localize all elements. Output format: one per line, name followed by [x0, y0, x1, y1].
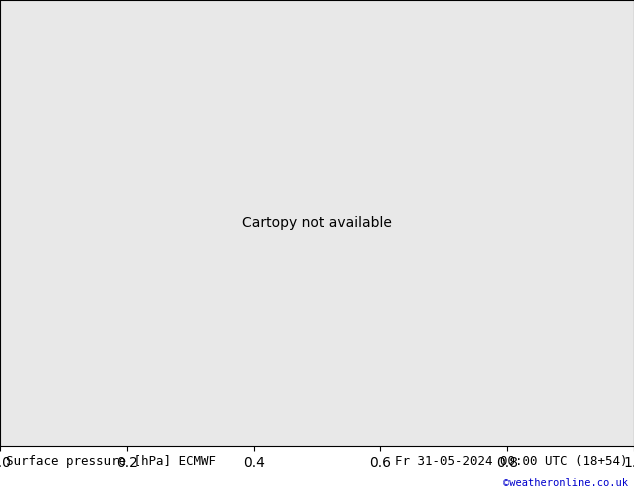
Text: Cartopy not available: Cartopy not available [242, 216, 392, 230]
Text: Surface pressure [hPa] ECMWF: Surface pressure [hPa] ECMWF [6, 455, 216, 468]
Text: ©weatheronline.co.uk: ©weatheronline.co.uk [503, 478, 628, 489]
Text: Fr 31-05-2024 00:00 UTC (18+54): Fr 31-05-2024 00:00 UTC (18+54) [395, 455, 628, 468]
